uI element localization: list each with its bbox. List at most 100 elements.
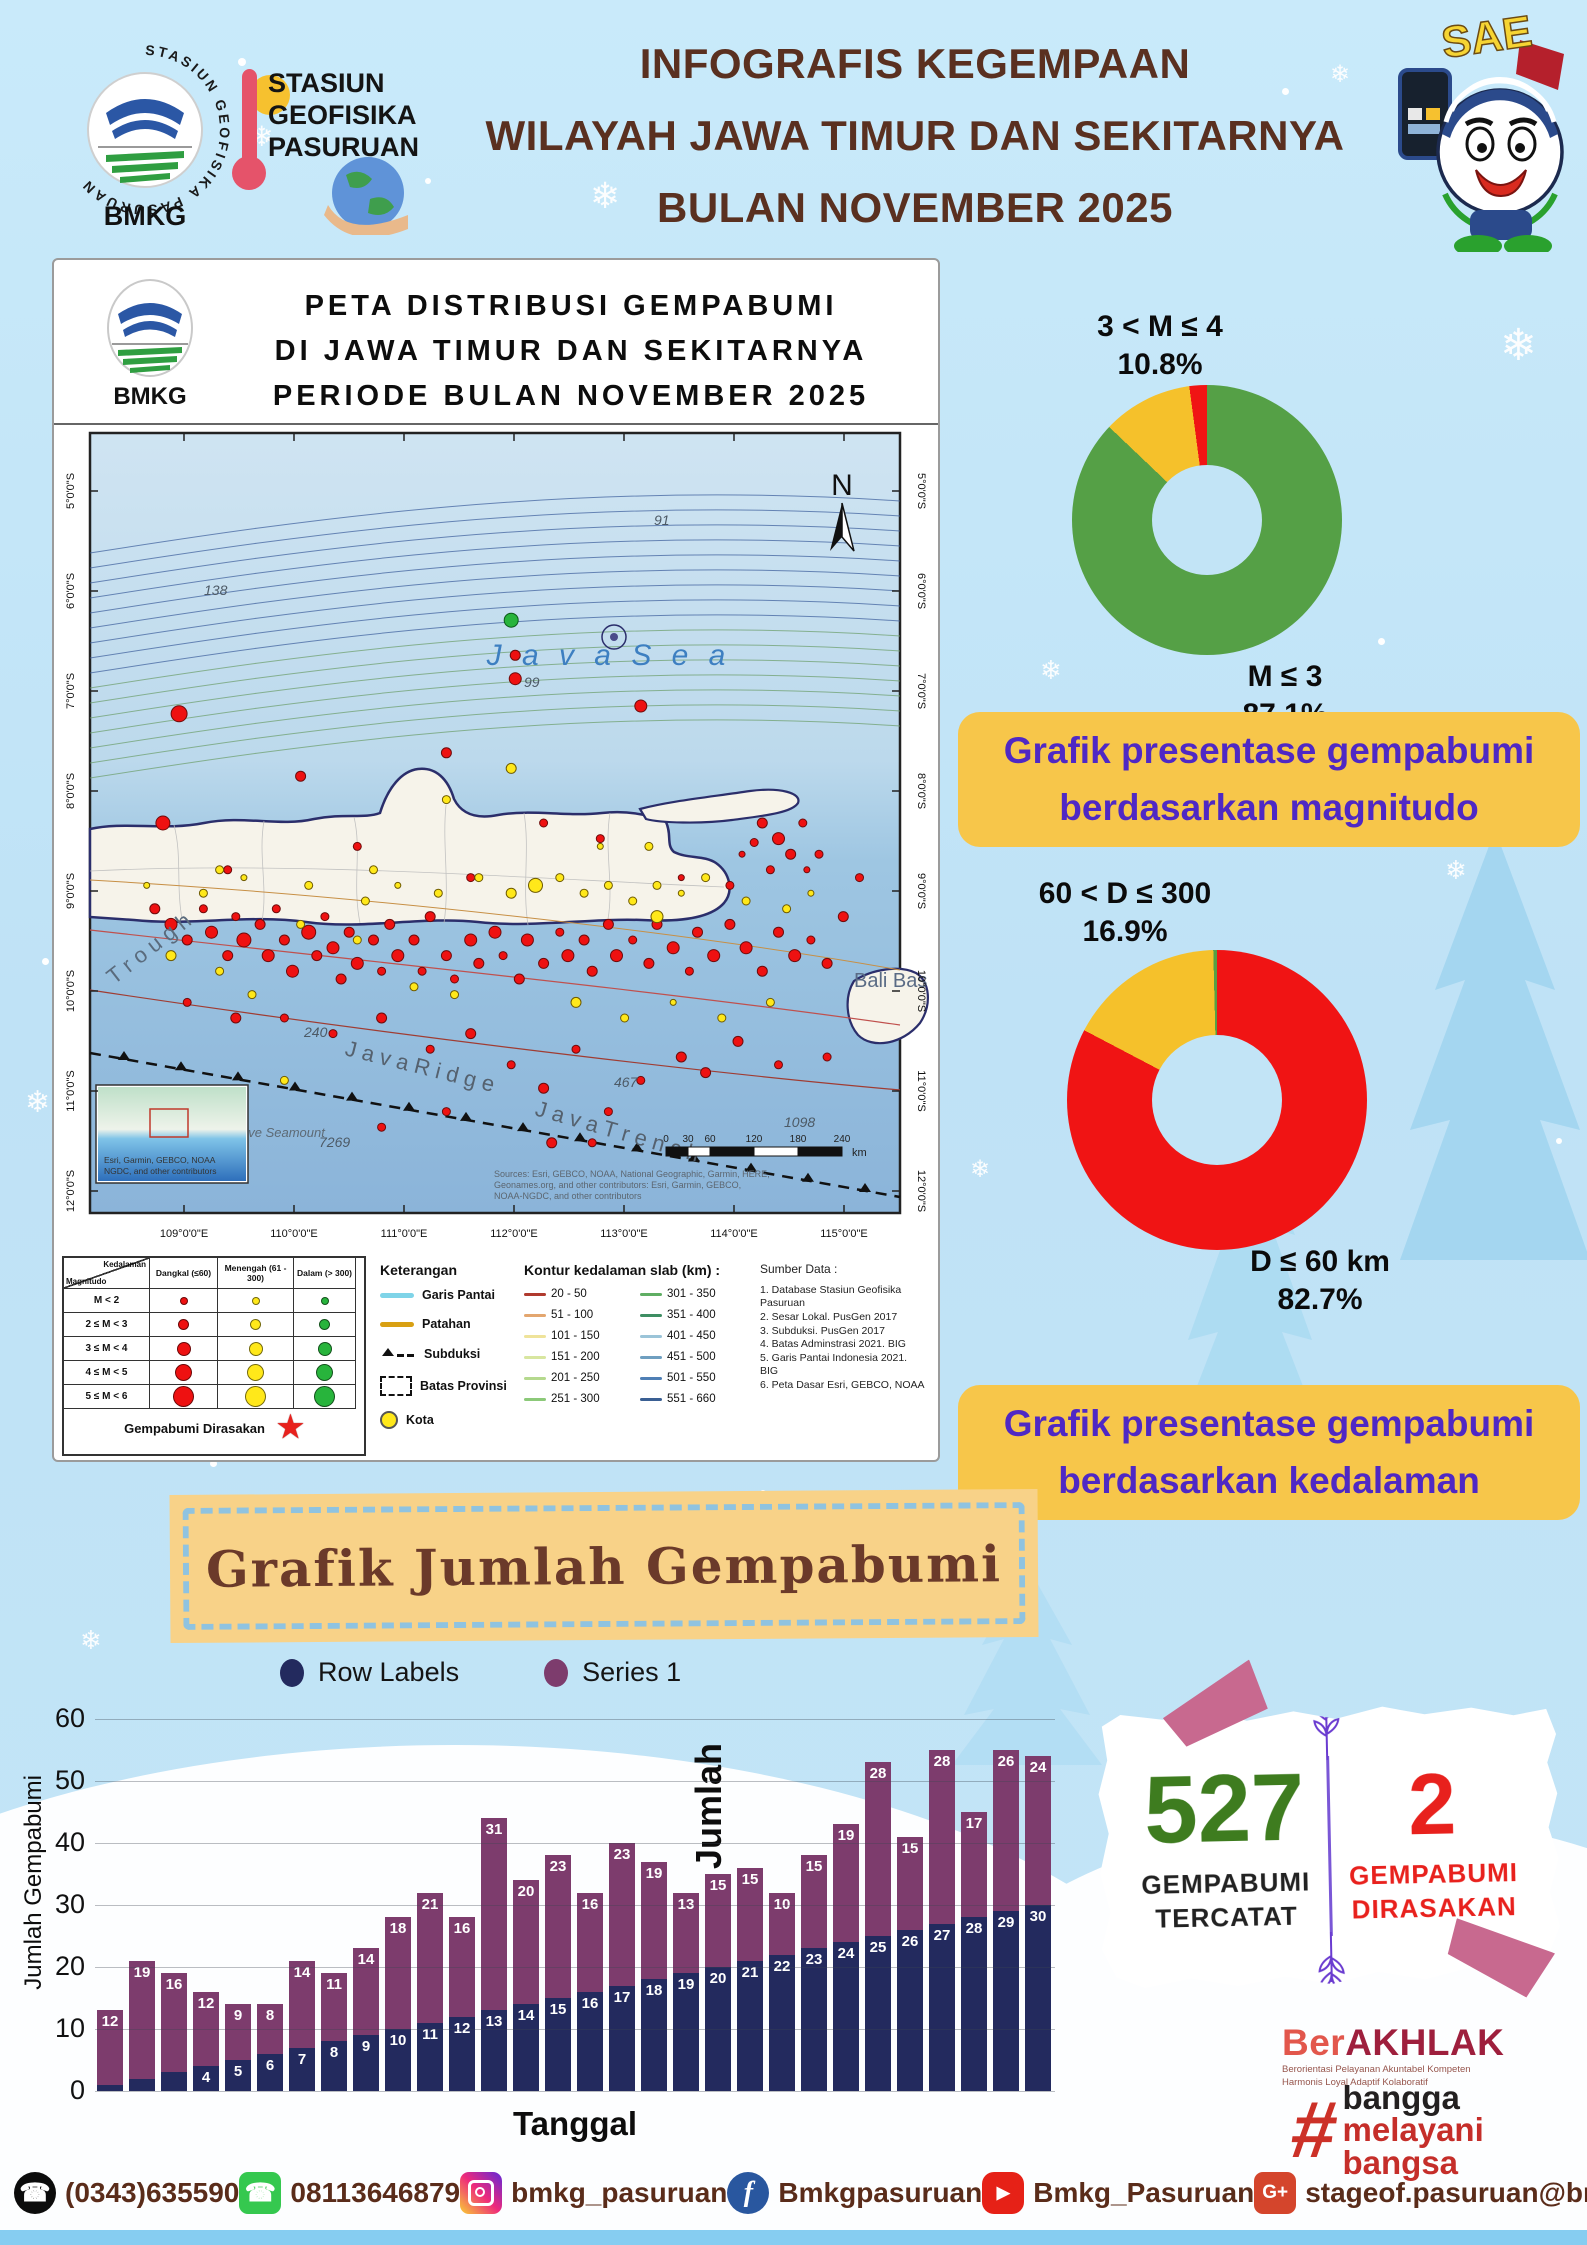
bar-day-18: 19 18 xyxy=(641,1861,667,2091)
series1-value: 15 xyxy=(741,1870,759,1888)
rowlabel-segment xyxy=(129,2078,155,2091)
red-epicenter-marker xyxy=(301,924,317,940)
red-epicenter-marker xyxy=(738,850,746,858)
contact-instagram[interactable]: bmkg_pasuruan xyxy=(460,2172,727,2214)
red-epicenter-marker xyxy=(384,918,396,930)
lat-label: 10°0'0"S xyxy=(915,970,927,1012)
series1-segment: 24 xyxy=(1025,1756,1051,1905)
series1-segment: 14 xyxy=(353,1948,379,2036)
depth-contour-label: 240 xyxy=(303,1024,328,1040)
red-epicenter-marker xyxy=(603,1107,613,1117)
red-epicenter-marker xyxy=(155,815,171,831)
rowlabel-segment: 14 xyxy=(513,2004,539,2091)
red-epicenter-marker xyxy=(677,874,685,882)
red-epicenter-marker xyxy=(320,912,330,922)
series1-value: 19 xyxy=(645,1864,663,1882)
gplus-icon: G+ xyxy=(1254,2172,1297,2214)
yellow-epicenter-marker xyxy=(247,990,257,1000)
series1-value: 18 xyxy=(389,1920,407,1938)
scale-unit: km xyxy=(852,1147,867,1159)
contact-whatsapp[interactable]: ☎ 08113646879 xyxy=(239,2172,460,2214)
red-epicenter-marker xyxy=(788,949,802,963)
red-epicenter-marker xyxy=(724,918,736,930)
rowlabel-segment: 15 xyxy=(545,1998,571,2091)
kontur-item: 51 - 100 xyxy=(524,1309,636,1321)
lat-label: 11°0'0"S xyxy=(915,1070,927,1111)
rowlabel-segment: 12 xyxy=(449,2016,475,2091)
rowlabel-segment: 10 xyxy=(385,2029,411,2091)
bar-day-9: 14 9 xyxy=(353,1948,379,2091)
svg-text:NGDC, and other contributors: NGDC, and other contributors xyxy=(104,1166,216,1176)
series1-segment: 15 xyxy=(897,1836,923,1930)
lon-label: 114°0'0"E xyxy=(710,1228,758,1240)
yellow-epicenter-marker xyxy=(296,919,306,929)
contact-phone[interactable]: ☎ (0343)635590 xyxy=(14,2172,239,2214)
yellow-epicenter-marker xyxy=(570,996,582,1008)
bar-day-20: 15 20 xyxy=(705,1874,731,2091)
rowlabel-value: 18 xyxy=(645,1982,663,2000)
table-row-label: 2 ≤ M < 3 xyxy=(64,1313,150,1337)
table-row-label: 4 ≤ M < 5 xyxy=(64,1361,150,1385)
red-epicenter-marker xyxy=(555,927,565,937)
rowlabel-value: 28 xyxy=(965,1920,983,1938)
contact-gplus[interactable]: G+ stageof.pasuruan@bmkg.go.id xyxy=(1254,2172,1587,2214)
bar-day-28: 17 28 xyxy=(961,1812,987,2091)
red-epicenter-marker xyxy=(417,966,427,976)
lat-label: 12°0'0"S xyxy=(65,1170,77,1212)
legend-dot-row-labels xyxy=(280,1658,304,1687)
series1-value: 8 xyxy=(265,2007,275,2025)
yellow-epicenter-marker xyxy=(505,887,517,899)
rowlabel-value: 24 xyxy=(837,1945,855,1963)
series1-segment: 18 xyxy=(385,1917,411,2029)
bali-basin-label: Bali Bas xyxy=(854,970,927,992)
rowlabel-segment: 22 xyxy=(769,1954,795,2091)
y-tick-label: 20 xyxy=(54,1951,85,1981)
kontur-item: 351 - 400 xyxy=(640,1309,752,1321)
lat-label: 10°0'0"S xyxy=(65,970,77,1012)
rowlabel-segment: 4 xyxy=(193,2066,219,2091)
green-epicenter-marker xyxy=(503,612,519,628)
series1-value: 26 xyxy=(997,1753,1015,1771)
yellow-epicenter-marker xyxy=(394,881,402,889)
svg-text:Geonames.org, and other contri: Geonames.org, and other contributors: Es… xyxy=(494,1180,741,1190)
legend-dot-series1 xyxy=(544,1658,569,1687)
rowlabel-segment xyxy=(161,2072,187,2091)
table-dot-cell xyxy=(294,1337,356,1361)
depth-contour-label: 99 xyxy=(524,674,540,690)
kontur-item: 301 - 350 xyxy=(640,1288,752,1300)
yellow-epicenter-marker xyxy=(240,874,248,882)
province-border-icon xyxy=(380,1376,412,1396)
red-epicenter-marker xyxy=(756,817,768,829)
table-dot-cell xyxy=(218,1289,294,1313)
city-icon xyxy=(380,1411,398,1429)
red-epicenter-marker xyxy=(546,1137,558,1149)
mascot-name: SAE xyxy=(1439,12,1535,68)
table-col-header: Menengah (61 - 300) xyxy=(218,1258,294,1289)
red-epicenter-marker xyxy=(822,1052,832,1062)
bar-day-30: 24 30 xyxy=(1025,1756,1051,2091)
rowlabel-value: 17 xyxy=(613,1988,631,2006)
bar-day-7: 14 7 xyxy=(289,1960,315,2091)
red-epicenter-marker xyxy=(425,1044,435,1054)
table-dot-cell xyxy=(294,1289,356,1313)
series1-segment: 26 xyxy=(993,1750,1019,1912)
series1-value: 23 xyxy=(613,1846,631,1864)
rowlabel-value: 13 xyxy=(485,2013,503,2031)
red-epicenter-marker xyxy=(498,951,508,961)
contact-youtube[interactable]: ▶ Bmkg_Pasuruan xyxy=(982,2172,1254,2214)
magnitude-depth-table: Kedalaman Magnitudo Dangkal (≤60) Menengah … xyxy=(62,1256,366,1456)
red-epicenter-marker xyxy=(377,966,387,976)
rowlabel-value: 7 xyxy=(297,2050,307,2068)
lat-label: 7°0'0"S xyxy=(915,673,927,709)
yellow-epicenter-marker xyxy=(628,896,638,906)
yellow-epicenter-marker xyxy=(701,873,711,883)
map-bmkg-label: BMKG xyxy=(113,383,186,410)
kontur-item: 20 - 50 xyxy=(524,1288,636,1300)
madura-island xyxy=(638,788,800,824)
table-dot-cell xyxy=(150,1361,218,1385)
red-epicenter-marker xyxy=(855,873,864,883)
kontur-item: 101 - 150 xyxy=(524,1330,636,1342)
contact-facebook[interactable]: f Bmkgpasuruan xyxy=(727,2172,982,2214)
